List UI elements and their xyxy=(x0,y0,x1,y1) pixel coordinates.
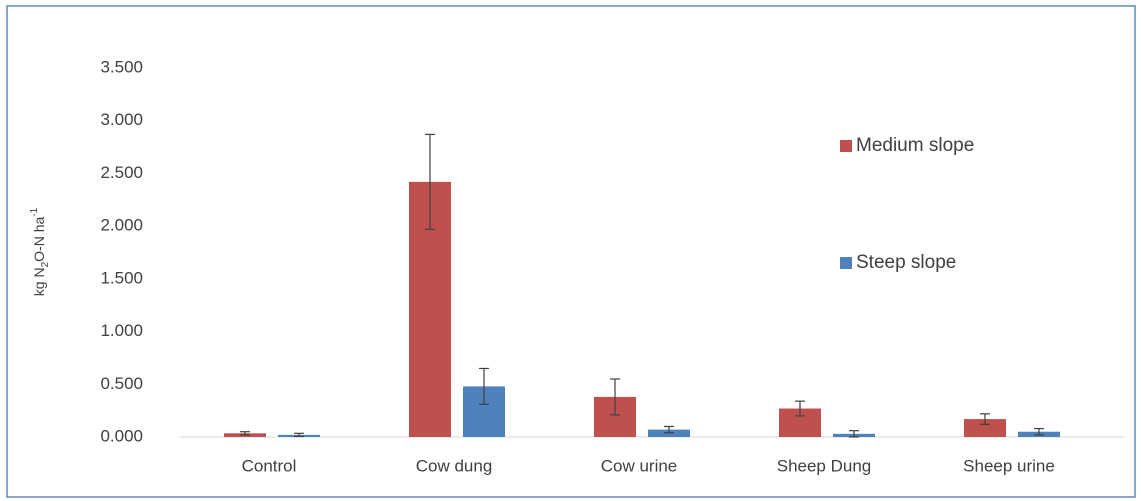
y-tick-label: 3.000 xyxy=(100,110,143,129)
bar xyxy=(964,419,1006,437)
y-tick-label: 1.000 xyxy=(100,321,143,340)
legend-swatch xyxy=(840,257,852,269)
error-bar xyxy=(610,378,620,416)
y-tick-label: 0.000 xyxy=(100,426,143,445)
error-bar xyxy=(664,425,674,434)
y-tick-label: 0.500 xyxy=(100,374,143,393)
y-tick-label: 3.500 xyxy=(100,57,143,76)
error-bar xyxy=(240,431,250,436)
y-tick-label: 2.000 xyxy=(100,216,143,235)
y-axis-label-part: kg N xyxy=(31,267,47,296)
error-bar xyxy=(795,400,805,417)
chart-frame xyxy=(6,5,1136,498)
error-bar xyxy=(849,430,859,438)
y-tick-label: 1.500 xyxy=(100,268,143,287)
error-bar xyxy=(479,367,489,405)
x-tick-label: Sheep Dung xyxy=(777,456,872,475)
error-bar xyxy=(1034,427,1044,436)
x-tick-label: Sheep urine xyxy=(963,456,1055,475)
legend-label: Steep slope xyxy=(856,252,956,273)
x-tick-label: Control xyxy=(242,456,297,475)
y-axis-label-part: O-N ha xyxy=(31,216,47,261)
x-tick-label: Cow urine xyxy=(601,456,678,475)
x-tick-label: Cow dung xyxy=(416,456,493,475)
y-axis-label-part: 2 xyxy=(40,261,51,267)
legend-label: Medium slope xyxy=(856,135,974,156)
error-bar xyxy=(980,413,990,425)
y-axis-label-part: -1 xyxy=(29,207,40,216)
y-axis-label: kg N2O-N ha-1 xyxy=(29,207,51,296)
error-bar xyxy=(294,432,304,438)
legend-swatch xyxy=(840,140,852,152)
y-tick-label: 2.500 xyxy=(100,163,143,182)
error-bar xyxy=(425,133,435,230)
